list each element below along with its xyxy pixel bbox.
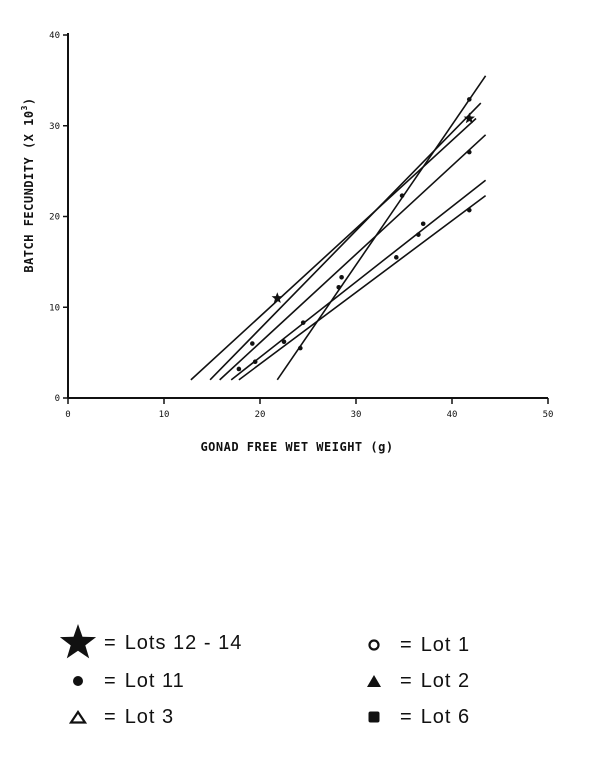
regression-line	[219, 134, 487, 381]
y-tick-label: 20	[49, 213, 60, 223]
star-point	[271, 292, 283, 303]
dot-point	[466, 149, 472, 155]
filled-square-icon	[352, 710, 396, 724]
filled-triangle-icon	[352, 674, 396, 688]
legend-label: Lot 3	[124, 705, 175, 728]
x-tick-label: 40	[447, 410, 458, 420]
dot-point	[300, 320, 306, 325]
x-tick-label: 10	[159, 410, 170, 420]
dot-point	[466, 207, 472, 213]
regression-line	[276, 75, 487, 381]
legend-label: Lot 11	[124, 669, 185, 692]
y-axis-title-main: BATCH FECUNDITY (X 10	[22, 110, 36, 272]
regression-line	[190, 117, 477, 381]
legend-equals: =	[104, 705, 117, 728]
x-axis-title: GONAD FREE WET WEIGHT (g)	[200, 440, 393, 454]
y-axis-title-close: )	[22, 97, 36, 105]
dot-point	[236, 366, 242, 372]
legend-item-lot-11: = Lot 11	[56, 666, 185, 696]
x-tick-label: 0	[65, 410, 70, 420]
legend-item-lots-12-14: = Lots 12 - 14	[56, 624, 243, 659]
y-tick-label: 10	[49, 303, 60, 313]
y-tick-label: 40	[49, 31, 60, 41]
dot-point	[250, 341, 255, 346]
data-points	[236, 97, 475, 372]
y-axis-title-sup: 3	[20, 105, 29, 110]
regression-line	[209, 102, 482, 381]
x-tick-label: 30	[351, 410, 362, 420]
legend-label: Lot 1	[420, 633, 471, 656]
dot-point	[416, 232, 421, 237]
dot-point	[298, 345, 303, 351]
dot-point	[394, 255, 399, 260]
legend-equals: =	[104, 669, 117, 692]
star-icon	[56, 623, 100, 663]
dot-point	[399, 193, 405, 198]
legend-equals: =	[400, 669, 413, 692]
filled-circle-icon	[56, 674, 100, 688]
legend-label: Lot 6	[420, 705, 471, 728]
legend-label: Lot 2	[420, 669, 471, 692]
x-tick-label: 50	[543, 410, 554, 420]
legend-equals: =	[104, 631, 117, 654]
regression-line	[238, 194, 487, 381]
dot-point	[336, 284, 342, 290]
dot-point	[339, 275, 344, 280]
legend-label: Lots 12 - 14	[124, 631, 243, 654]
legend-item-lot-1: = Lot 1	[352, 630, 470, 660]
axes	[63, 33, 549, 404]
y-axis-title: BATCH FECUNDITY (X 103)	[20, 97, 36, 272]
legend-equals: =	[400, 633, 413, 656]
legend-item-lot-6: = Lot 6	[352, 702, 470, 732]
regression-lines	[190, 75, 487, 381]
legend-equals: =	[400, 705, 413, 728]
tick-labels: 0 10 20 30 40 50 0 10 20 30 40	[49, 31, 553, 420]
dot-point	[466, 97, 472, 102]
regression-line	[230, 179, 487, 381]
x-tick-label: 20	[255, 410, 266, 420]
dot-point	[281, 339, 287, 345]
dot-point	[420, 221, 426, 227]
open-circle-icon	[352, 638, 396, 652]
star-point	[463, 112, 475, 124]
chart: 0 10 20 30 40 50 0 10 20 30 40 GONAD FREE WET WEIG…	[20, 31, 553, 454]
open-triangle-icon	[56, 710, 100, 724]
dot-point	[252, 359, 258, 365]
y-tick-label: 30	[49, 122, 60, 132]
y-tick-label: 0	[55, 394, 60, 404]
legend-item-lot-3: = Lot 3	[56, 702, 174, 732]
legend-item-lot-2: = Lot 2	[352, 666, 470, 696]
